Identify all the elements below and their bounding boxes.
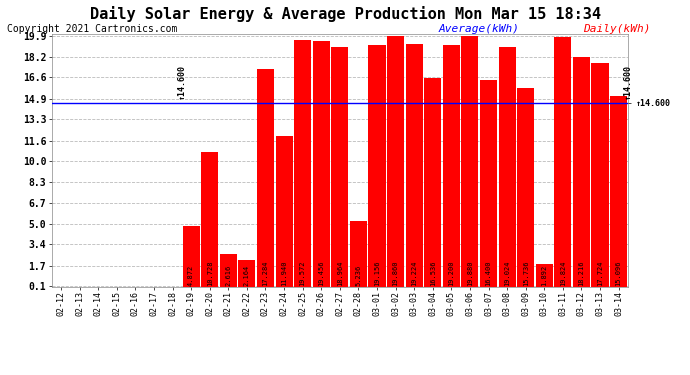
Bar (443, 45, 460, 288)
Text: 19.880: 19.880 (467, 260, 473, 286)
Bar (368, 45, 386, 288)
Bar (462, 36, 478, 288)
Text: 16.536: 16.536 (430, 260, 436, 286)
Text: 19.572: 19.572 (299, 260, 306, 286)
Text: 4.872: 4.872 (188, 264, 194, 286)
Bar (183, 226, 199, 288)
Text: 15.096: 15.096 (615, 260, 622, 286)
Bar (294, 40, 311, 288)
Text: 19.156: 19.156 (374, 260, 380, 286)
Text: 15.736: 15.736 (523, 260, 529, 286)
Text: 19.200: 19.200 (448, 260, 454, 286)
Bar (591, 63, 609, 288)
Bar (610, 96, 627, 288)
Text: Daily(kWh): Daily(kWh) (583, 24, 651, 34)
Text: Copyright 2021 Cartronics.com: Copyright 2021 Cartronics.com (7, 24, 177, 34)
Text: 18.964: 18.964 (337, 260, 343, 286)
Bar (406, 44, 423, 288)
Bar (387, 36, 404, 288)
Text: 10.728: 10.728 (207, 260, 213, 286)
Bar (313, 41, 330, 288)
Text: 11.940: 11.940 (281, 260, 287, 286)
Bar (201, 152, 218, 288)
Bar (331, 48, 348, 288)
Text: 2.616: 2.616 (226, 264, 231, 286)
Bar (499, 47, 515, 288)
Bar (350, 221, 367, 288)
Bar (480, 80, 497, 288)
Bar (573, 57, 590, 288)
Bar (275, 136, 293, 288)
Text: ↑14.600: ↑14.600 (177, 64, 186, 99)
Text: Daily Solar Energy & Average Production Mon Mar 15 18:34: Daily Solar Energy & Average Production … (90, 6, 600, 22)
Text: 19.824: 19.824 (560, 260, 566, 286)
Text: Average(kWh): Average(kWh) (438, 24, 519, 34)
Text: 16.400: 16.400 (486, 260, 491, 286)
Text: 2.164: 2.164 (244, 264, 250, 286)
Text: 17.724: 17.724 (597, 260, 603, 286)
Bar (257, 69, 274, 288)
Text: 5.236: 5.236 (355, 264, 362, 286)
Text: 19.860: 19.860 (393, 260, 399, 286)
Text: 19.024: 19.024 (504, 260, 510, 286)
Text: 17.284: 17.284 (262, 260, 268, 286)
Text: 18.216: 18.216 (578, 260, 584, 286)
Bar (554, 37, 571, 288)
Bar (219, 254, 237, 288)
Bar (424, 78, 442, 288)
Bar (238, 260, 255, 288)
Bar (535, 264, 553, 288)
Text: ↑14.600: ↑14.600 (623, 64, 633, 99)
Text: 1.892: 1.892 (541, 264, 547, 286)
Text: 19.456: 19.456 (318, 260, 324, 286)
Bar (517, 88, 534, 288)
Text: 19.224: 19.224 (411, 260, 417, 286)
